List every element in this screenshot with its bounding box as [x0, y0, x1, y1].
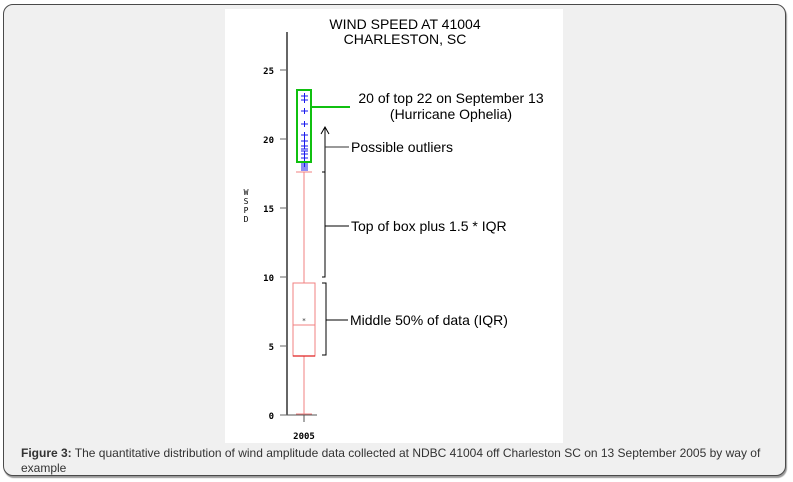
- svg-text:0: 0: [269, 412, 274, 422]
- annotation-iqr: Middle 50% of data (IQR): [350, 312, 508, 328]
- svg-text:W: W: [244, 188, 249, 197]
- svg-text:10: 10: [263, 274, 274, 284]
- svg-text:D: D: [244, 215, 249, 224]
- x-tick-label: 2005: [293, 432, 315, 442]
- svg-text:5: 5: [269, 343, 274, 353]
- figure-caption: Figure 3: The quantitative distribution …: [21, 446, 776, 476]
- caption-label: Figure 3:: [21, 446, 72, 460]
- annotation-whisker: Top of box plus 1.5 * IQR: [351, 218, 507, 234]
- chart-subtitle: CHARLESTON, SC: [344, 31, 467, 47]
- outliers-arrow: [320, 125, 349, 172]
- y-ticks: [280, 69, 287, 416]
- svg-text:P: P: [244, 206, 249, 215]
- svg-text:15: 15: [263, 205, 274, 215]
- annotation-hurricane-line1: 20 of top 22 on September 13: [358, 90, 543, 106]
- chart-title: WIND SPEED AT 41004: [329, 16, 480, 32]
- whisker-bracket: [322, 171, 349, 278]
- svg-text:S: S: [244, 197, 249, 206]
- annotation-hurricane-line2: (Hurricane Ophelia): [390, 106, 512, 122]
- svg-text:20: 20: [263, 136, 274, 146]
- hurricane-highlight-box: [296, 89, 312, 163]
- mean-marker: *: [302, 317, 306, 325]
- outlier-markers: [301, 93, 308, 171]
- y-tick-labels: 25 20 15 10 5 0: [263, 67, 274, 422]
- iqr-bracket: [322, 282, 348, 356]
- plot-background: [225, 9, 563, 443]
- svg-text:25: 25: [263, 67, 274, 77]
- caption-text: The quantitative distribution of wind am…: [21, 446, 761, 475]
- y-axis-label: W S P D: [244, 188, 249, 224]
- annotation-possible-outliers: Possible outliers: [351, 139, 453, 155]
